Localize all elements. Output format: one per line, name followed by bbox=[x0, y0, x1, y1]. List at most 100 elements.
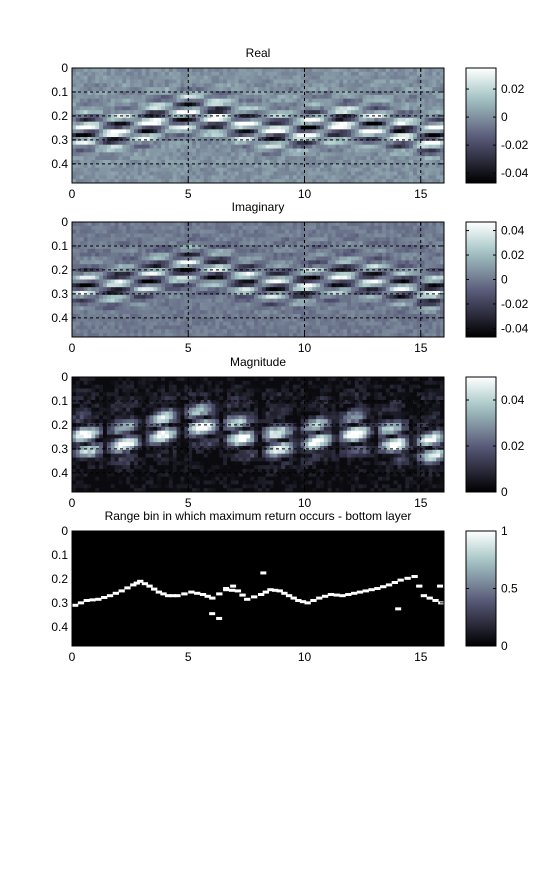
heatmap-cell bbox=[192, 156, 197, 161]
heatmap-cell bbox=[265, 237, 271, 242]
heatmap-cell bbox=[405, 75, 410, 81]
heatmap-cell bbox=[242, 179, 247, 183]
heatmap-cell bbox=[261, 163, 267, 169]
heatmap-cell bbox=[281, 167, 286, 173]
heatmap-cell bbox=[180, 298, 185, 304]
heatmap-cell bbox=[165, 252, 170, 258]
heatmap-cell bbox=[374, 75, 379, 81]
heatmap-cell bbox=[130, 102, 135, 107]
heatmap-cell bbox=[308, 91, 313, 96]
heatmap-cell bbox=[207, 133, 213, 138]
heatmap-cell bbox=[273, 163, 278, 169]
heatmap-cell bbox=[343, 106, 348, 111]
heatmap-cell bbox=[312, 79, 317, 84]
heatmap-cell bbox=[300, 233, 306, 238]
heatmap-cell bbox=[110, 233, 116, 238]
heatmap-cell bbox=[250, 222, 255, 227]
heatmap-cell bbox=[242, 268, 247, 273]
heatmap-cell bbox=[172, 98, 178, 104]
heatmap-cell bbox=[215, 233, 220, 238]
heatmap-cell bbox=[192, 175, 197, 180]
heatmap-cell bbox=[250, 229, 255, 235]
heatmap-cell bbox=[316, 94, 321, 100]
heatmap-cell bbox=[79, 260, 85, 265]
heatmap-cell bbox=[230, 175, 236, 180]
heatmap-cell bbox=[223, 75, 228, 81]
heatmap-cell bbox=[184, 314, 189, 319]
heatmap-cell bbox=[188, 129, 193, 134]
heatmap-cell bbox=[405, 144, 410, 150]
heatmap-cell bbox=[289, 252, 294, 258]
heatmap-cell bbox=[327, 83, 333, 88]
heatmap-cell bbox=[211, 241, 216, 246]
heatmap-cell bbox=[153, 167, 158, 173]
heatmap-cell bbox=[215, 291, 220, 296]
heatmap-cell bbox=[320, 291, 325, 296]
heatmap-cell bbox=[199, 83, 205, 88]
heatmap-cell bbox=[316, 133, 321, 138]
heatmap-cell bbox=[223, 314, 228, 319]
heatmap-cell bbox=[180, 256, 185, 261]
heatmap-cell bbox=[242, 148, 247, 153]
heatmap-cell bbox=[323, 233, 329, 238]
heatmap-cell bbox=[223, 287, 228, 292]
heatmap-cell bbox=[106, 133, 112, 138]
heatmap-cell bbox=[165, 83, 170, 88]
heatmap-cell bbox=[385, 98, 391, 104]
heatmap-cell bbox=[103, 163, 108, 169]
heatmap-cell bbox=[292, 91, 298, 96]
heatmap-cell bbox=[358, 144, 364, 150]
heatmap-cell bbox=[203, 94, 209, 100]
heatmap-cell bbox=[289, 110, 294, 115]
heatmap-cell bbox=[227, 102, 232, 107]
heatmap-cell bbox=[203, 287, 209, 292]
heatmap-cell bbox=[327, 68, 333, 73]
heatmap-cell bbox=[304, 129, 309, 134]
heatmap-cell bbox=[75, 283, 81, 288]
heatmap-cell bbox=[95, 79, 100, 84]
heatmap-cell bbox=[273, 245, 278, 250]
heatmap-cell bbox=[269, 310, 275, 315]
heatmap-cell bbox=[265, 121, 271, 127]
heatmap-cell bbox=[382, 106, 387, 111]
heatmap-cell bbox=[157, 237, 162, 242]
heatmap-cell bbox=[258, 329, 263, 334]
heatmap-cell bbox=[149, 325, 154, 330]
heatmap-cell bbox=[153, 129, 158, 134]
heatmap-cell bbox=[312, 264, 317, 269]
heatmap-cell bbox=[374, 71, 379, 77]
heatmap-cell bbox=[184, 140, 189, 146]
heatmap-cell bbox=[374, 148, 379, 153]
heatmap-cell bbox=[230, 137, 236, 142]
heatmap-cell bbox=[223, 71, 228, 77]
heatmap-cell bbox=[211, 275, 216, 281]
heatmap-cell bbox=[99, 283, 104, 288]
heatmap-cell bbox=[300, 241, 306, 246]
heatmap-cell bbox=[339, 133, 344, 138]
heatmap-cell bbox=[362, 152, 368, 157]
heatmap-cell bbox=[250, 317, 255, 323]
heatmap-cell bbox=[118, 83, 123, 88]
heatmap-cell bbox=[95, 302, 100, 307]
heatmap-cell bbox=[428, 87, 433, 92]
heatmap-cell bbox=[304, 275, 309, 281]
heatmap-cell bbox=[354, 160, 360, 165]
heatmap-cell bbox=[385, 167, 391, 173]
heatmap-cell bbox=[335, 225, 340, 231]
heatmap-cell bbox=[110, 329, 116, 334]
heatmap-cell bbox=[134, 91, 139, 96]
heatmap-cell bbox=[246, 298, 251, 304]
heatmap-cell bbox=[219, 310, 224, 315]
heatmap-cell bbox=[312, 94, 317, 100]
heatmap-cell bbox=[87, 144, 92, 150]
heatmap-cell bbox=[273, 314, 278, 319]
heatmap-cell bbox=[149, 79, 154, 84]
heatmap-cell bbox=[242, 222, 247, 227]
heatmap-cell bbox=[424, 144, 430, 150]
heatmap-cell bbox=[436, 68, 441, 73]
heatmap-cell bbox=[393, 129, 399, 134]
heatmap-cell bbox=[118, 302, 123, 307]
heatmap-cell bbox=[91, 91, 96, 96]
heatmap-cell bbox=[312, 329, 317, 334]
heatmap-cell bbox=[409, 144, 414, 150]
